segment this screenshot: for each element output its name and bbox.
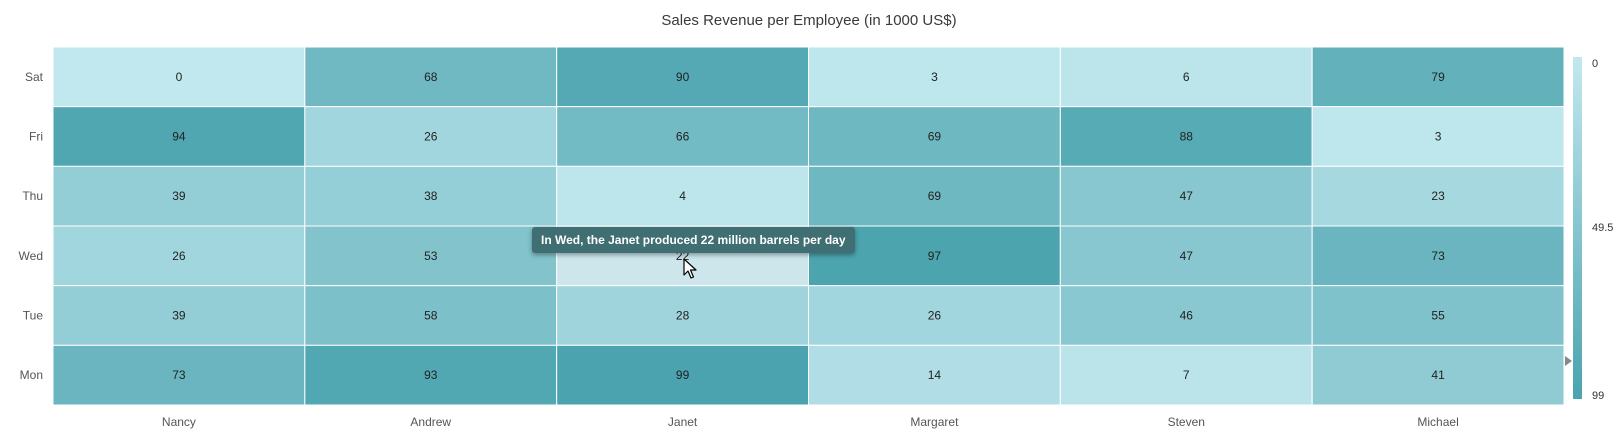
x-tick-label-andrew: Andrew — [410, 415, 451, 429]
cell-value-label: 97 — [928, 249, 942, 263]
mouse-cursor-icon — [683, 258, 697, 279]
heatmap-cell-sat-margaret[interactable] — [808, 46, 1061, 108]
cell-value-label: 0 — [176, 70, 183, 84]
heatmap-cell-wed-nancy[interactable] — [52, 225, 306, 287]
cell-value-label: 26 — [424, 130, 438, 144]
heatmap-cell-tue-nancy[interactable] — [52, 285, 306, 346]
legend-mid-label: 49.5 — [1592, 222, 1613, 234]
legend-min-label: 0 — [1592, 58, 1598, 70]
heatmap-cell-tue-janet[interactable] — [556, 285, 810, 346]
heatmap-cell-fri-andrew[interactable] — [304, 106, 558, 167]
chart-title: Sales Revenue per Employee (in 1000 US$) — [661, 12, 956, 29]
legend-pointer-icon — [1565, 356, 1572, 366]
legend-max-label: 99 — [1592, 390, 1604, 402]
heatmap-cells — [52, 46, 1565, 406]
cell-value-label: 4 — [679, 189, 686, 203]
cell-value-label: 46 — [1180, 309, 1194, 323]
cell-value-label: 99 — [676, 368, 690, 382]
x-axis: Nancy Andrew Janet Margaret Steven Michael — [162, 415, 1459, 429]
heatmap-cell-thu-janet[interactable] — [556, 165, 810, 227]
x-tick-label-michael: Michael — [1417, 415, 1458, 429]
cell-value-label: 26 — [928, 309, 942, 323]
cell-value-label: 47 — [1180, 249, 1194, 263]
y-tick-label-mon: Mon — [20, 368, 43, 382]
heatmap-cell-mon-michael[interactable] — [1311, 344, 1565, 406]
cell-value-label: 90 — [676, 70, 690, 84]
cell-value-label: 94 — [172, 130, 186, 144]
cell-value-label: 14 — [928, 368, 942, 382]
heatmap-cell-tue-steven[interactable] — [1059, 285, 1313, 346]
color-legend: 0 49.5 99 — [1565, 57, 1613, 402]
heatmap-cell-thu-michael[interactable] — [1311, 165, 1565, 227]
heatmap-cell-thu-steven[interactable] — [1059, 165, 1313, 227]
cell-value-label: 26 — [172, 249, 186, 263]
cell-value-label: 93 — [424, 368, 438, 382]
cell-value-label: 88 — [1180, 130, 1194, 144]
x-tick-label-nancy: Nancy — [162, 415, 196, 429]
cell-value-label: 41 — [1431, 368, 1445, 382]
heatmap-cell-fri-margaret[interactable] — [808, 106, 1061, 167]
heatmap-cell-sat-nancy[interactable] — [52, 46, 306, 108]
heatmap-cell-tue-margaret[interactable] — [808, 285, 1061, 346]
cell-value-label: 38 — [424, 189, 438, 203]
heatmap-cell-thu-andrew[interactable] — [304, 165, 558, 227]
heatmap-cell-sat-janet[interactable] — [556, 46, 810, 108]
cell-value-label: 39 — [172, 189, 186, 203]
heatmap-cell-tue-michael[interactable] — [1311, 285, 1565, 346]
heatmap-cell-wed-andrew[interactable] — [304, 225, 558, 287]
y-tick-label-fri: Fri — [29, 130, 43, 144]
cell-value-label: 23 — [1431, 189, 1445, 203]
y-tick-label-wed: Wed — [19, 249, 43, 263]
y-tick-label-tue: Tue — [23, 309, 44, 323]
cell-value-label: 69 — [928, 130, 942, 144]
cell-value-label: 47 — [1180, 189, 1194, 203]
heatmap-cell-fri-michael[interactable] — [1311, 106, 1565, 167]
heatmap-cell-sat-andrew[interactable] — [304, 46, 558, 108]
heatmap-cell-mon-margaret[interactable] — [808, 344, 1061, 406]
cell-value-label: 79 — [1431, 70, 1445, 84]
y-tick-label-thu: Thu — [22, 189, 43, 203]
cell-value-label: 55 — [1431, 309, 1445, 323]
cell-value-label: 39 — [172, 309, 186, 323]
heatmap-cell-sat-michael[interactable] — [1311, 46, 1565, 108]
cell-value-label: 6 — [1183, 70, 1190, 84]
cell-value-label: 58 — [424, 309, 438, 323]
x-tick-label-steven: Steven — [1168, 415, 1205, 429]
cell-value-label: 7 — [1183, 368, 1190, 382]
y-axis: Sat Fri Thu Wed Tue Mon — [19, 70, 44, 382]
heatmap-cell-wed-steven[interactable] — [1059, 225, 1313, 287]
cell-value-label: 28 — [676, 309, 690, 323]
cell-value-label: 66 — [676, 130, 690, 144]
heatmap-cell-sat-steven[interactable] — [1059, 46, 1313, 108]
cell-value-label: 73 — [172, 368, 186, 382]
cell-value-label: 3 — [1435, 130, 1442, 144]
heatmap-cell-mon-steven[interactable] — [1059, 344, 1313, 406]
cell-value-label: 69 — [928, 189, 942, 203]
y-tick-label-sat: Sat — [25, 70, 44, 84]
heatmap-cell-wed-michael[interactable] — [1311, 225, 1565, 287]
cell-value-label: 53 — [424, 249, 438, 263]
heatmap-cell-thu-margaret[interactable] — [808, 165, 1061, 227]
cell-value-label: 73 — [1431, 249, 1445, 263]
cell-value-label: 3 — [931, 70, 938, 84]
legend-gradient-bar — [1573, 57, 1582, 399]
heatmap-cell-thu-nancy[interactable] — [52, 165, 306, 227]
cell-value-label: 68 — [424, 70, 438, 84]
cell-tooltip: In Wed, the Janet produced 22 million ba… — [532, 227, 855, 253]
x-tick-label-margaret: Margaret — [910, 415, 959, 429]
heatmap-cell-mon-nancy[interactable] — [52, 344, 306, 406]
x-tick-label-janet: Janet — [668, 415, 698, 429]
